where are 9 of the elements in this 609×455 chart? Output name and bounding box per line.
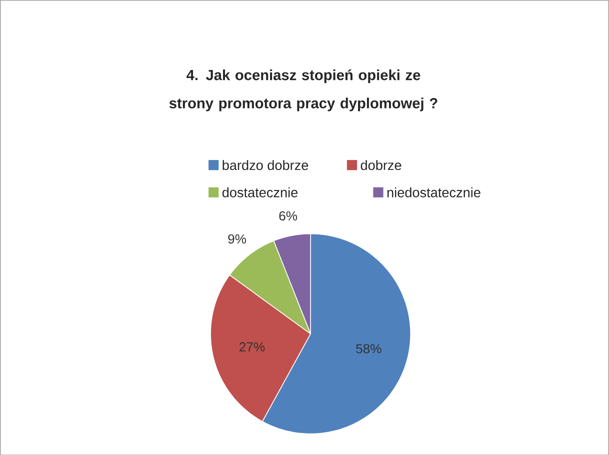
data-label: 6% <box>279 211 298 220</box>
legend-label: niedostatecznie <box>387 187 480 198</box>
chart-title: 4. Jak oceniasz stopień opieki ze strony promotora pracy dyplomowej ? <box>169 69 438 112</box>
data-label: 58% <box>356 344 382 354</box>
legend-label: bardzo dobrze <box>222 160 308 170</box>
legend-label: dostatecznie <box>222 187 298 198</box>
legend-label: dobrze <box>360 160 402 170</box>
data-label: 27% <box>240 342 265 352</box>
data-label: 9% <box>228 234 246 244</box>
